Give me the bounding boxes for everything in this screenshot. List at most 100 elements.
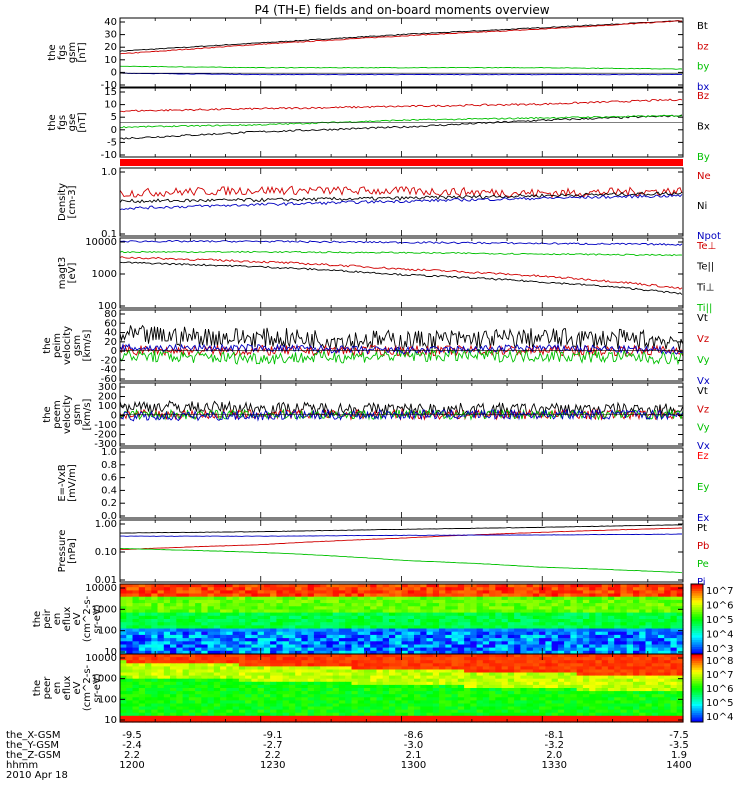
y-tick-label: 1.0	[101, 167, 117, 178]
heatmap-cell	[157, 599, 165, 604]
heatmap-cell	[288, 703, 296, 708]
heatmap-cell	[545, 612, 553, 617]
heatmap-cell	[157, 718, 165, 723]
heatmap-cell	[445, 703, 453, 708]
heatmap-cell	[470, 709, 478, 714]
heatmap-cell	[426, 715, 434, 720]
heatmap-cell	[439, 634, 446, 639]
heatmap-cell	[251, 700, 259, 705]
heatmap-cell	[207, 647, 215, 652]
heatmap-cell	[676, 691, 684, 695]
heatmap-cell	[614, 678, 622, 683]
heatmap-cell	[170, 634, 177, 639]
heatmap-cell	[382, 688, 390, 692]
heatmap-cell	[332, 612, 340, 617]
heatmap-cell	[664, 678, 672, 683]
heatmap-cell	[313, 596, 321, 601]
heatmap-cell	[564, 712, 571, 717]
heatmap-cell	[338, 712, 346, 717]
heatmap-cell	[213, 587, 221, 591]
heatmap-cell	[426, 703, 434, 708]
heatmap-cell	[151, 599, 159, 604]
heatmap-cell	[163, 660, 171, 664]
heatmap-cell	[151, 669, 159, 674]
heatmap-cell	[620, 684, 628, 689]
heatmap-cell	[188, 631, 196, 636]
heatmap-cell	[532, 644, 540, 649]
heatmap-cell	[539, 606, 546, 611]
heatmap-cell	[145, 678, 152, 683]
colorbar-swatch	[691, 694, 703, 698]
heatmap-cell	[651, 654, 659, 658]
heatmap-cell	[501, 609, 509, 614]
heatmap-cell	[532, 609, 540, 614]
heatmap-cell	[457, 660, 465, 664]
heatmap-cell	[370, 660, 378, 664]
heatmap-cell	[126, 603, 134, 607]
heatmap-cell	[326, 631, 334, 636]
y-tick-label: 20	[104, 42, 117, 53]
heatmap-cell	[545, 587, 553, 591]
y-axis-label-line: the	[47, 114, 58, 130]
heatmap-cell	[276, 672, 284, 677]
heatmap-cell	[282, 718, 290, 723]
heatmap-cell	[676, 603, 684, 607]
heatmap-cell	[295, 590, 303, 595]
heatmap-cell	[195, 644, 202, 649]
heatmap-cell	[539, 697, 546, 701]
heatmap-cell	[307, 641, 315, 646]
heatmap-cell	[126, 681, 134, 686]
heatmap-cell	[532, 660, 540, 664]
heatmap-cell	[407, 628, 415, 633]
heatmap-cell	[364, 684, 371, 689]
heatmap-cell	[301, 638, 309, 642]
heatmap-cell	[664, 684, 672, 689]
heatmap-cell	[301, 660, 309, 664]
heatmap-cell	[395, 666, 403, 671]
heatmap-cell	[614, 641, 622, 646]
heatmap-cell	[645, 641, 653, 646]
heatmap-cell	[514, 631, 521, 636]
heatmap-cell	[407, 619, 415, 623]
heatmap-cell	[163, 672, 171, 677]
heatmap-cell	[245, 638, 252, 642]
y-axis-label-line: gsm	[72, 335, 83, 356]
heatmap-cell	[282, 663, 290, 667]
heatmap-cell	[232, 587, 240, 591]
heatmap-cell	[595, 718, 603, 723]
heatmap-cell	[401, 654, 409, 658]
heatmap-cell	[270, 619, 277, 623]
heatmap-cell	[551, 599, 559, 604]
heatmap-cell	[295, 596, 303, 601]
heatmap-cell	[213, 654, 221, 658]
heatmap-cell	[157, 663, 165, 667]
heatmap-cell	[120, 657, 127, 661]
heatmap-cell	[526, 647, 534, 652]
heatmap-cell	[420, 644, 428, 649]
heatmap-cell	[351, 622, 359, 626]
heatmap-cell	[670, 584, 678, 588]
heatmap-cell	[526, 688, 534, 692]
heatmap-cell	[507, 619, 515, 623]
heatmap-cell	[364, 590, 371, 595]
heatmap-cell	[514, 681, 521, 686]
heatmap-cell	[439, 590, 446, 595]
heatmap-cell	[176, 593, 184, 598]
heatmap-cell	[220, 638, 227, 642]
heatmap-cell	[301, 619, 309, 623]
heatmap-cell	[120, 584, 127, 588]
heatmap-cell	[282, 634, 290, 639]
heatmap-cell	[495, 612, 503, 617]
heatmap-cell	[263, 663, 271, 667]
heatmap-cell	[307, 694, 315, 698]
heatmap-cell	[607, 612, 615, 617]
heatmap-cell	[633, 706, 640, 711]
heatmap-cell	[382, 712, 390, 717]
heatmap-cell	[633, 647, 640, 652]
heatmap-cell	[532, 641, 540, 646]
heatmap-cell	[576, 700, 584, 705]
heatmap-cell	[645, 609, 653, 614]
heatmap-cell	[607, 657, 615, 661]
heatmap-cell	[251, 641, 259, 646]
heatmap-cell	[163, 631, 171, 636]
